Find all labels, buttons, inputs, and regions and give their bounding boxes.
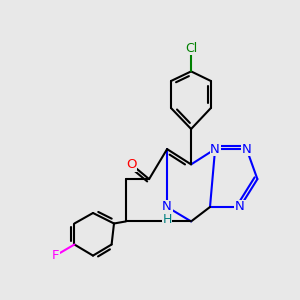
Text: F: F: [52, 249, 59, 262]
Text: N: N: [162, 200, 172, 214]
Text: Cl: Cl: [185, 41, 197, 55]
Text: H: H: [162, 213, 172, 226]
Text: O: O: [126, 158, 137, 171]
Text: N: N: [235, 200, 245, 214]
Text: N: N: [210, 142, 220, 156]
Text: N: N: [242, 142, 251, 156]
